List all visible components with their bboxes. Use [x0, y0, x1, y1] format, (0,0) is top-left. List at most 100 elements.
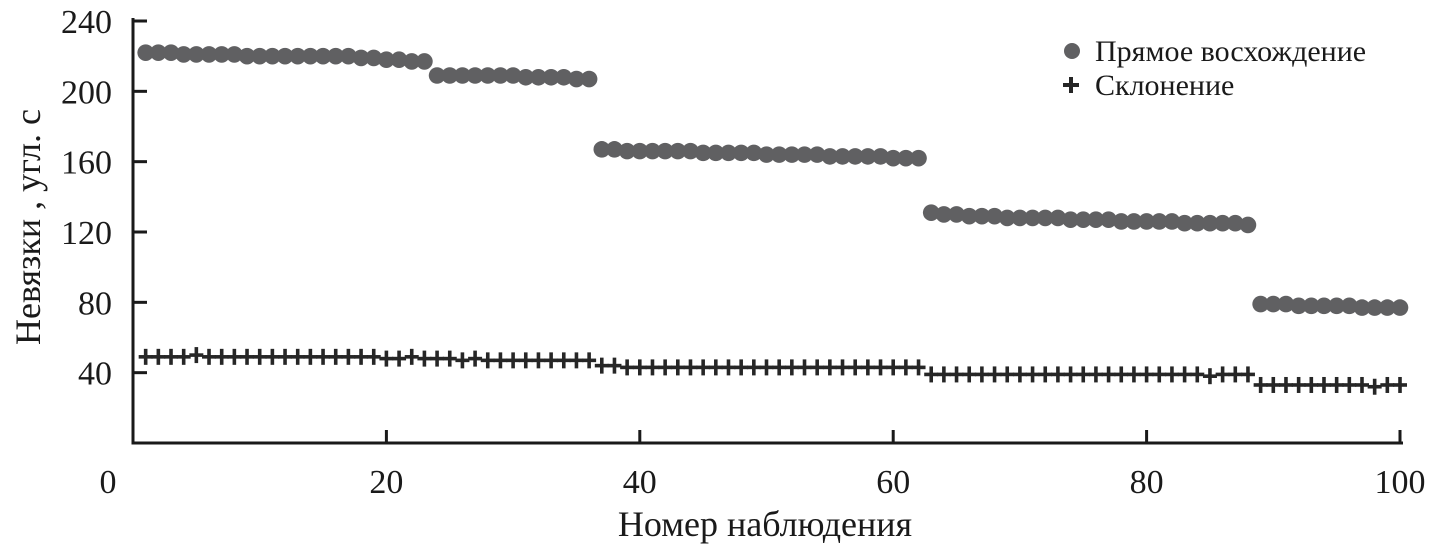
data-point-plus	[240, 348, 255, 365]
data-point-plus	[290, 348, 305, 365]
data-point-plus	[645, 359, 660, 376]
data-point-plus	[1253, 376, 1268, 393]
data-point-circle	[998, 209, 1016, 227]
data-point-circle	[314, 47, 332, 65]
data-point-plus	[1063, 366, 1078, 383]
data-point-plus	[1190, 366, 1205, 383]
data-point-plus	[1114, 366, 1129, 383]
data-point-circle	[935, 206, 953, 223]
data-point-plus	[341, 348, 356, 365]
data-point-circle	[732, 144, 750, 162]
data-point-plus	[328, 348, 343, 365]
data-point-plus	[151, 348, 166, 365]
data-point-circle	[1366, 299, 1383, 316]
data-point-circle	[238, 47, 256, 65]
data-point-circle	[1265, 295, 1282, 313]
x-tick-label: 0	[100, 464, 117, 501]
data-point-plus	[506, 352, 521, 369]
x-tick-label: 60	[876, 464, 910, 501]
data-point-plus	[1202, 368, 1217, 385]
data-point-plus	[138, 348, 153, 365]
data-point-plus	[214, 348, 229, 365]
data-point-plus	[1088, 366, 1103, 383]
data-point-circle	[441, 67, 459, 84]
data-point-circle	[1112, 213, 1130, 230]
data-point-circle	[555, 68, 573, 86]
data-point-plus	[430, 350, 445, 367]
data-point-plus	[1240, 366, 1255, 383]
data-point-circle	[1303, 297, 1320, 315]
y-tick-label: 160	[61, 145, 112, 182]
data-point-circle	[466, 67, 484, 84]
data-point-plus	[1393, 376, 1407, 393]
data-point-plus	[1050, 366, 1065, 383]
data-point-circle	[542, 68, 560, 86]
data-point-circle	[251, 47, 268, 65]
data-point-circle	[1379, 299, 1396, 316]
data-point-circle	[390, 51, 408, 68]
data-point-plus	[582, 352, 597, 369]
x-ticks: 0 20 40 60 80 100	[100, 430, 1426, 501]
data-point-plus	[164, 348, 179, 365]
data-point-circle	[264, 47, 281, 65]
data-point-circle	[783, 146, 801, 163]
data-point-circle	[289, 47, 307, 65]
data-point-plus	[1367, 378, 1382, 395]
data-point-circle	[1138, 213, 1155, 230]
legend-marker-circle	[1064, 43, 1080, 59]
data-point-plus	[632, 359, 647, 376]
data-point-circle	[948, 206, 965, 223]
data-point-circle	[821, 148, 839, 165]
data-point-plus	[366, 348, 381, 365]
data-point-circle	[403, 53, 421, 70]
data-point-plus	[468, 350, 483, 367]
data-point-circle	[1024, 209, 1041, 227]
y-tick-label: 240	[61, 4, 112, 41]
data-point-circle	[796, 146, 813, 163]
data-point-circle	[644, 142, 661, 160]
data-point-circle	[188, 46, 205, 63]
data-point-plus	[189, 347, 204, 364]
data-point-plus	[987, 366, 1002, 383]
data-point-plus	[278, 348, 293, 365]
y-tick-label: 40	[78, 356, 112, 393]
data-point-plus	[265, 348, 280, 365]
data-point-circle	[922, 204, 940, 221]
data-point-plus	[518, 352, 533, 369]
data-point-circle	[1277, 295, 1295, 313]
data-point-circle	[428, 67, 446, 84]
data-point-plus	[1038, 366, 1053, 383]
data-point-circle	[986, 207, 1003, 225]
series-right-ascension	[137, 44, 1409, 316]
data-point-plus	[1228, 366, 1243, 383]
data-point-circle	[846, 148, 864, 165]
data-point-plus	[810, 359, 825, 376]
data-point-plus	[670, 359, 685, 376]
data-point-circle	[631, 142, 649, 160]
data-point-circle	[340, 47, 357, 65]
data-point-plus	[924, 366, 939, 383]
x-tick-label: 80	[1130, 464, 1164, 501]
data-point-plus	[354, 348, 369, 365]
data-point-plus	[683, 359, 698, 376]
data-point-plus	[379, 350, 394, 367]
data-point-plus	[1126, 366, 1141, 383]
data-point-circle	[872, 148, 889, 165]
x-axis-title: Номер наблюдения	[618, 504, 912, 544]
data-point-circle	[656, 142, 674, 160]
data-point-plus	[1139, 366, 1154, 383]
data-point-plus	[1164, 366, 1179, 383]
data-point-circle	[910, 149, 927, 167]
data-point-plus	[1025, 366, 1040, 383]
data-point-circle	[720, 144, 737, 162]
data-point-circle	[1150, 213, 1168, 230]
data-point-plus	[1316, 376, 1331, 393]
data-point-plus	[594, 357, 609, 374]
data-point-plus	[898, 359, 913, 376]
data-point-plus	[1342, 376, 1357, 393]
data-point-circle	[137, 44, 154, 61]
data-point-plus	[620, 359, 635, 376]
data-point-circle	[758, 146, 775, 163]
data-point-circle	[1239, 216, 1257, 234]
data-point-plus	[708, 359, 723, 376]
